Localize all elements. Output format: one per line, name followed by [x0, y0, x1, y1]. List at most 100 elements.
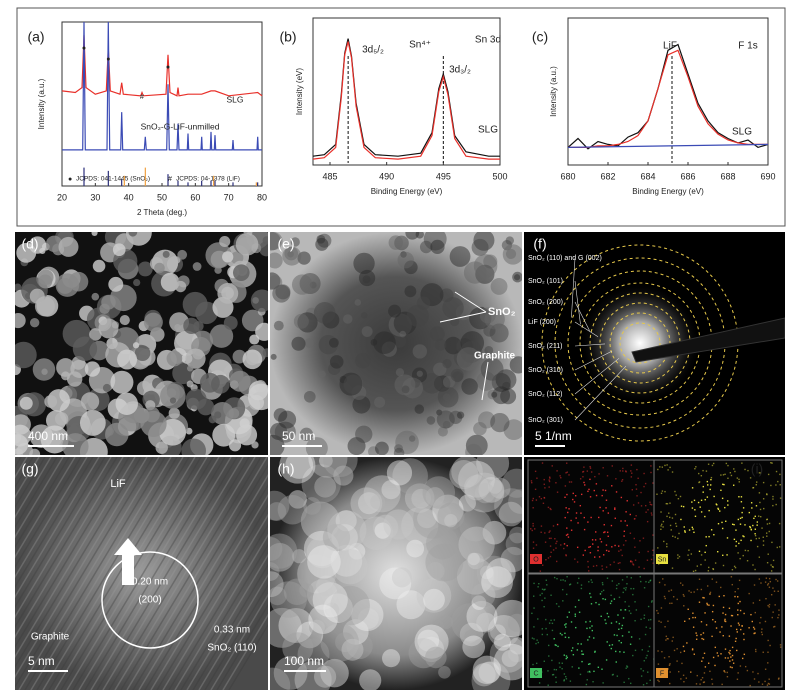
eds-dot: [534, 528, 536, 530]
grain: [270, 252, 283, 269]
eds-dot: [574, 613, 576, 615]
grain: [89, 328, 102, 341]
eds-dot: [550, 619, 552, 622]
eds-dot: [688, 549, 690, 551]
eds-dot: [741, 516, 743, 519]
grain: [462, 635, 486, 659]
eds-dot: [612, 673, 614, 676]
eds-dot: [550, 537, 552, 540]
eds-dot: [634, 546, 636, 548]
eds-dot: [555, 681, 557, 683]
eds-dot: [590, 516, 592, 519]
grain: [370, 494, 386, 510]
eds-dot: [560, 477, 562, 479]
grain: [352, 395, 371, 414]
eds-dot: [535, 499, 538, 501]
grain: [15, 312, 26, 329]
eds-dot: [692, 528, 694, 530]
fringe: [78, 457, 220, 690]
eds-dot: [724, 506, 726, 509]
eds-dot: [699, 506, 701, 508]
fringe: [0, 457, 3, 690]
eds-dot: [601, 565, 603, 567]
fringe: [0, 457, 9, 690]
eds-dot: [683, 526, 685, 528]
grain: [285, 457, 314, 479]
eds-dot: [592, 543, 594, 545]
eds-dot: [628, 610, 631, 612]
eds-quadrant: [527, 573, 657, 688]
grain: [110, 370, 134, 394]
ring-pointer: [574, 343, 606, 347]
eds-dot: [721, 683, 723, 686]
grain: [467, 552, 480, 566]
eds-dot: [608, 644, 611, 647]
grain: [329, 337, 339, 348]
grain: [464, 629, 478, 643]
ring-label: SnO₂ (310): [528, 367, 563, 374]
eds-dot: [581, 660, 583, 663]
eds-dot: [729, 666, 732, 668]
eds-dot: [553, 619, 556, 621]
eds-dot: [758, 578, 761, 580]
grain: [500, 546, 522, 573]
eds-dot: [737, 518, 740, 521]
eds-dot: [658, 563, 660, 565]
eds-dot: [724, 657, 727, 659]
eds-dot: [555, 547, 557, 549]
eds-dot: [754, 648, 757, 651]
eds-dot: [702, 491, 704, 493]
grain: [397, 251, 415, 269]
eds-dot: [723, 595, 725, 597]
annotation: LiF: [663, 41, 677, 52]
eds-dot: [588, 670, 591, 673]
eds-dot: [662, 520, 665, 523]
eds-dot: [651, 600, 653, 602]
eds-dot: [700, 554, 703, 556]
grain: [270, 353, 277, 360]
grain: [160, 272, 180, 292]
eds-dot: [705, 536, 707, 538]
eds-dot: [576, 582, 579, 584]
grain: [300, 501, 340, 541]
eds-dot: [693, 531, 695, 534]
eds-dot: [580, 587, 583, 590]
grain: [450, 368, 464, 382]
eds-dot: [634, 601, 636, 603]
eds-dot: [743, 535, 745, 538]
eds-dot: [716, 652, 719, 654]
eds-dot: [756, 545, 759, 548]
eds-quadrant: [653, 573, 783, 688]
series-line: [568, 49, 768, 148]
annotation: Graphite: [31, 632, 70, 643]
eds-dot: [691, 507, 694, 509]
eds-dot: [762, 536, 764, 538]
peak-symbol: ●: [106, 56, 110, 63]
fringe: [102, 457, 244, 690]
eds-dot: [640, 675, 643, 677]
grain: [507, 613, 522, 632]
eds-dot: [720, 474, 722, 476]
eds-dot: [594, 475, 596, 478]
eds-dot: [668, 512, 670, 514]
eds-dot: [576, 546, 579, 549]
eds-dot: [672, 596, 675, 598]
eds-dot: [733, 468, 735, 470]
grain: [273, 656, 308, 690]
eds-dot: [594, 651, 596, 653]
eds-dot: [762, 544, 765, 546]
eds-dot: [537, 586, 539, 588]
eds-dot: [587, 560, 589, 563]
eds-dot: [587, 521, 589, 523]
eds-dot: [738, 542, 740, 545]
grain: [388, 235, 403, 250]
eds-dot: [564, 632, 566, 635]
eds-dot: [535, 544, 538, 546]
eds-dot: [552, 673, 555, 676]
grain: [28, 236, 47, 254]
fringe: [15, 457, 46, 509]
grain: [436, 410, 455, 429]
eds-dot: [619, 651, 621, 653]
eds-dot: [746, 560, 749, 562]
ring-label: SnO₂ (110) and G (002): [528, 255, 602, 262]
